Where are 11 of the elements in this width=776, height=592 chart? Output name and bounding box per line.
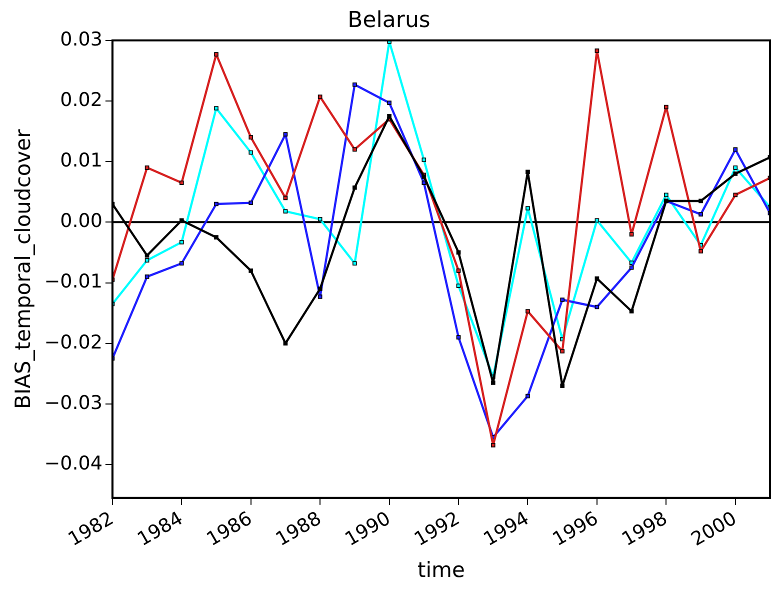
y-tick-label: 0.02 (60, 88, 102, 111)
y-tick-label: 0.01 (60, 150, 102, 172)
y-axis-title: BIAS_temporal_cloudcover (11, 128, 36, 409)
y-tick-label: 0.03 (60, 28, 102, 50)
x-axis-title: time (417, 558, 465, 582)
y-tick-label: −0.04 (44, 452, 102, 474)
chart-title: Belarus (348, 8, 430, 33)
y-tick-label: 0.00 (60, 210, 102, 232)
y-tick-label: −0.01 (44, 270, 102, 293)
y-tick-label: −0.02 (44, 331, 102, 354)
y-tick-label: −0.03 (44, 392, 102, 414)
